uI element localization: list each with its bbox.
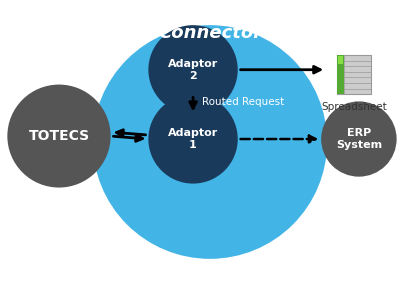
FancyBboxPatch shape <box>337 55 371 95</box>
Text: Connector: Connector <box>158 24 262 42</box>
Text: Adaptor
2: Adaptor 2 <box>168 59 218 81</box>
Text: Spreadsheet: Spreadsheet <box>321 103 387 112</box>
Ellipse shape <box>148 95 238 183</box>
Ellipse shape <box>7 85 111 187</box>
Text: Adaptor
1: Adaptor 1 <box>168 128 218 150</box>
Ellipse shape <box>148 25 238 114</box>
Text: Routed Request: Routed Request <box>202 97 284 107</box>
Ellipse shape <box>93 25 327 259</box>
Text: ERP
System: ERP System <box>336 128 382 150</box>
Ellipse shape <box>321 101 397 177</box>
FancyBboxPatch shape <box>338 57 343 64</box>
Text: TOTECS: TOTECS <box>28 129 89 143</box>
FancyBboxPatch shape <box>337 55 344 95</box>
